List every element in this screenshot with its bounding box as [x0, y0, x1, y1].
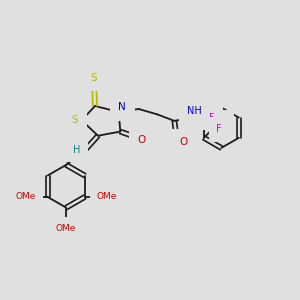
Text: OMe: OMe	[15, 193, 35, 202]
Text: N: N	[118, 103, 126, 112]
Text: OMe: OMe	[97, 193, 117, 202]
Text: H: H	[73, 145, 80, 155]
Text: F: F	[209, 112, 215, 123]
Text: NH: NH	[187, 106, 202, 116]
Text: F: F	[217, 124, 222, 134]
Text: S: S	[72, 115, 78, 125]
Text: OMe: OMe	[56, 224, 76, 233]
Text: O: O	[137, 135, 145, 145]
Text: F: F	[220, 117, 226, 128]
Text: O: O	[179, 137, 188, 147]
Text: S: S	[91, 73, 98, 83]
